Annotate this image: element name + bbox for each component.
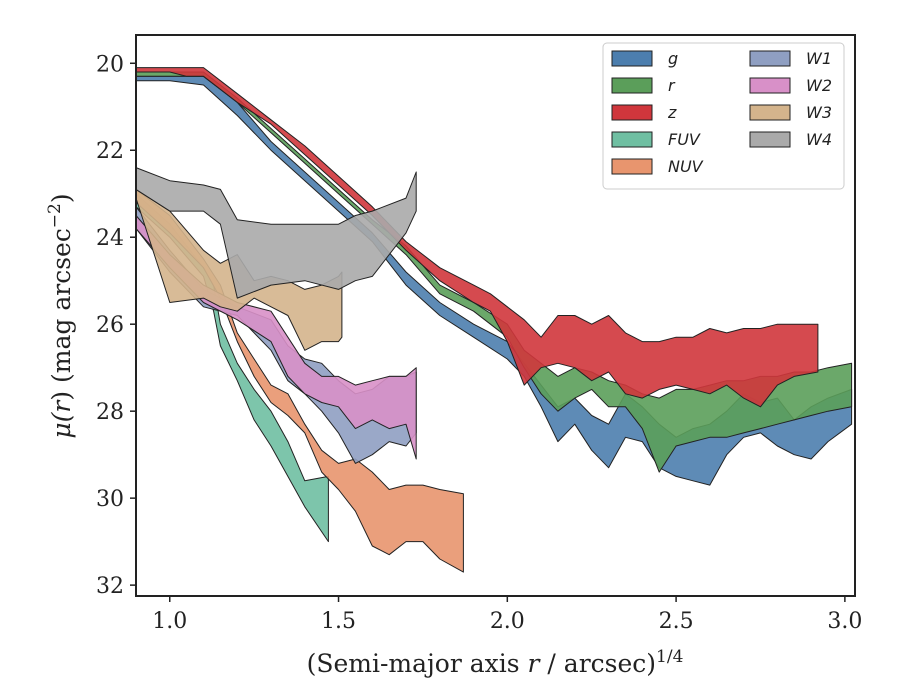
x-axis-title: (Semi-major axis r / arcsec)1/4 [307, 647, 684, 678]
legend-swatch-fuv [611, 131, 653, 148]
plot-frame [135, 34, 856, 597]
y-tick-label: 24 [96, 226, 124, 251]
x-tick-label: 2.5 [659, 609, 694, 634]
legend-swatch-r [611, 77, 653, 94]
x-tick-label: 3.0 [827, 609, 862, 634]
legend-label-w4: W4 [806, 130, 832, 149]
legend-swatch-w2 [749, 77, 791, 94]
series-layer [135, 67, 853, 573]
legend-swatch-w4 [749, 131, 791, 148]
legend: grz FUV NUV W1 W2 W3 W4 [602, 42, 845, 190]
legend-swatch-g [611, 50, 653, 67]
series-band-w4 [135, 167, 417, 299]
legend-swatch-w3 [749, 104, 791, 121]
series-band-z [135, 67, 819, 408]
legend-swatch-z [611, 104, 653, 121]
series-band-g [135, 75, 853, 486]
legend-label-r: r [668, 76, 676, 95]
y-axis-title: μ(r) (mag arcsec−2) [45, 193, 76, 438]
x-tick-label: 1.0 [152, 609, 187, 634]
y-tick-label: 20 [96, 52, 124, 77]
legend-label-fuv: FUV [668, 130, 701, 149]
legend-label-w2: W2 [806, 76, 832, 95]
legend-label-w3: W3 [806, 103, 832, 122]
x-tick-label: 1.5 [321, 609, 356, 634]
axis-ticks: 1.0 1.5 2.0 2.5 3.0 20 22 24 26 28 30 32 [96, 52, 862, 634]
y-tick-label: 28 [96, 400, 124, 425]
x-tick-label: 2.0 [490, 609, 525, 634]
legend-label-w1: W1 [806, 49, 832, 68]
legend-label-nuv: NUV [668, 157, 704, 176]
legend-swatch-w1 [749, 50, 791, 67]
y-tick-label: 22 [96, 139, 124, 164]
y-tick-label: 30 [96, 487, 124, 512]
series-band-w2 [135, 215, 417, 460]
legend-label-g: g [668, 49, 678, 68]
legend-swatch-nuv [611, 158, 653, 175]
y-tick-label: 32 [96, 574, 124, 599]
y-tick-label: 26 [96, 313, 124, 338]
legend-label-z: z [667, 103, 677, 122]
